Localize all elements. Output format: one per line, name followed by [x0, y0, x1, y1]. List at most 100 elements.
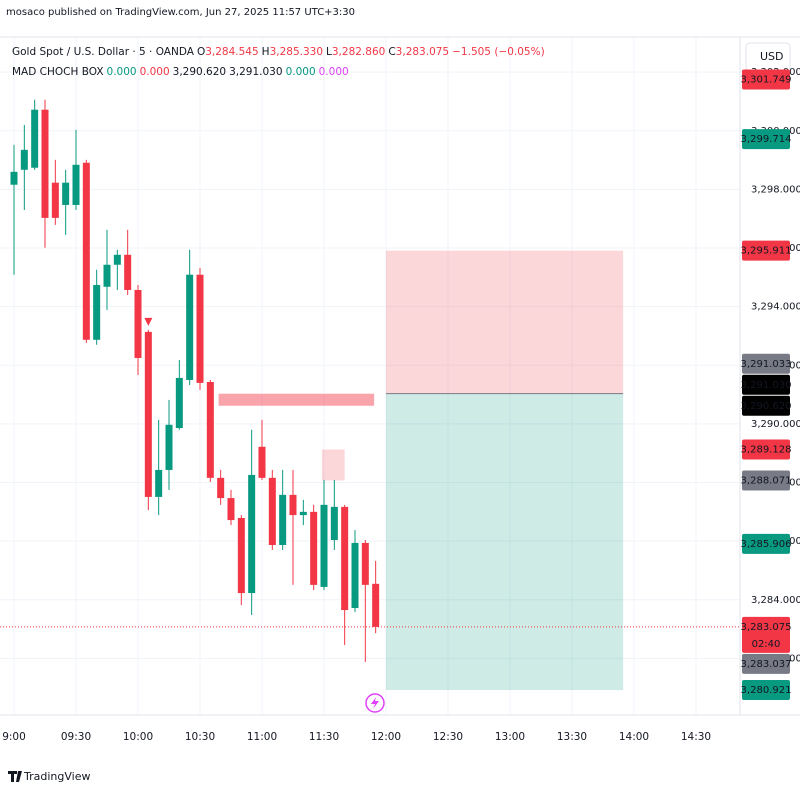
- candle-body: [237, 518, 245, 594]
- price-tag: [742, 395, 790, 416]
- ohlc-value: 3,285.330: [269, 46, 324, 58]
- price-tag-label: 3,285.906: [741, 539, 792, 550]
- price-tag: [742, 533, 790, 554]
- ohlc-key: H: [261, 46, 270, 58]
- y-tick-label: 3,298.000: [751, 184, 800, 195]
- candle-body: [299, 511, 307, 516]
- candle-body: [175, 377, 183, 429]
- price-tag: [742, 240, 790, 261]
- candle-body: [330, 506, 338, 541]
- candle-body: [217, 477, 225, 499]
- candle-body: [310, 511, 318, 585]
- x-tick-label: 12:00: [371, 731, 401, 743]
- price-tag: [742, 470, 790, 491]
- x-tick-label: 9:00: [2, 731, 26, 743]
- candle-body: [165, 424, 173, 470]
- price-tag-label: 3,295.911: [741, 246, 792, 257]
- candle-body: [113, 254, 121, 265]
- x-tick-label: 10:30: [185, 731, 215, 743]
- x-tick-label: 10:00: [123, 731, 153, 743]
- candle-body: [372, 583, 380, 627]
- price-tag-countdown: 02:40: [752, 639, 781, 650]
- ohlc-value: 3,284.545: [205, 46, 259, 58]
- indicator-name: MAD CHOCH BOX: [12, 66, 104, 78]
- candle-body: [103, 264, 111, 287]
- price-tag: [742, 129, 790, 150]
- indicator-value: 0.000: [285, 66, 316, 78]
- candle-body: [351, 542, 359, 609]
- y-tick-label: 3,290.000: [751, 419, 800, 430]
- price-tag-label: 3,283.037: [741, 659, 792, 670]
- candle-body: [268, 477, 276, 545]
- ohlc-key: O: [196, 46, 206, 58]
- y-tick-label: 3,294.000: [751, 302, 800, 313]
- price-tag: [742, 374, 790, 395]
- ohlc-value: 3,282.860: [331, 46, 386, 58]
- price-tag-label: 3,280.921: [741, 685, 792, 696]
- candle-body: [82, 162, 90, 340]
- candle-body: [361, 542, 369, 585]
- x-tick-label: 11:00: [247, 731, 277, 743]
- event-bolt: [371, 697, 379, 709]
- candle-body: [155, 469, 163, 497]
- candle-body: [258, 446, 266, 478]
- currency: USD: [760, 50, 784, 63]
- candle-body: [124, 254, 132, 290]
- legend: Gold Spot / U.S. Dollar · 5 · OANDA O3,28…: [12, 46, 548, 58]
- x-tick-label: 13:30: [557, 731, 587, 743]
- candle-body: [320, 504, 328, 587]
- plot: [0, 37, 740, 715]
- candle-body: [227, 498, 235, 521]
- candle-body: [144, 331, 152, 497]
- x-tick-label: 12:30: [433, 731, 463, 743]
- candle-body: [72, 164, 80, 205]
- price-tag-label: 3,291.030: [741, 380, 792, 391]
- price-tag-label: 3,288.071: [741, 475, 792, 486]
- ohlc-value: 3,283.075: [395, 46, 450, 58]
- ohlc-key: C: [388, 46, 396, 58]
- candle-body: [248, 474, 256, 594]
- signal-marker: [144, 317, 153, 326]
- candle-body: [196, 274, 204, 383]
- price-tag-label: 3,291.033: [741, 359, 792, 370]
- candle-body: [31, 109, 39, 168]
- change: −1.505 (−0.05%): [452, 46, 545, 58]
- candle-body: [41, 109, 49, 218]
- stop-zone: [385, 250, 624, 394]
- candle-body: [186, 274, 194, 380]
- target-zone: [385, 393, 624, 691]
- price-tag-label: 3,299.714: [741, 134, 792, 145]
- price-tag: [742, 616, 790, 653]
- indicator-legend: MAD CHOCH BOX 0.000 0.000 3,290.620 3,291.03…: [12, 66, 352, 78]
- indicator-value: 3,290.620: [172, 66, 227, 78]
- price-tag-label: 3,283.075: [741, 622, 792, 633]
- x-tick-label: 14:30: [681, 731, 711, 743]
- price-tag: [742, 353, 790, 374]
- price-tag: [742, 69, 790, 90]
- brand-logo: [8, 771, 22, 782]
- price-tag: [742, 653, 790, 674]
- x-tick-label: 14:00: [619, 731, 649, 743]
- choch-box: [218, 393, 375, 406]
- candle-body: [279, 494, 287, 545]
- indicator-value: 0.000: [139, 66, 170, 78]
- publisher-line: mosaco published on TradingView.com, Jun…: [6, 7, 355, 18]
- candle-body: [206, 382, 214, 478]
- price-tag-label: 3,289.128: [741, 444, 792, 455]
- y-tick-label: 3,284.000: [751, 595, 800, 606]
- candle-body: [289, 494, 297, 516]
- price-tag-label: 3,290.620: [741, 401, 792, 412]
- x-tick-label: 11:30: [309, 731, 339, 743]
- candle-body: [134, 289, 142, 358]
- indicator-value: 0.000: [106, 66, 137, 78]
- brand: TradingView: [23, 770, 90, 783]
- price-tag: [742, 680, 790, 701]
- price-tag-label: 3,301.749: [741, 75, 792, 86]
- ohlc-key: L: [326, 46, 332, 58]
- symbol: Gold Spot / U.S. Dollar · 5 · OANDA: [12, 46, 194, 58]
- candle-body: [93, 284, 101, 340]
- candle-body: [62, 182, 70, 205]
- small-box: [321, 449, 345, 481]
